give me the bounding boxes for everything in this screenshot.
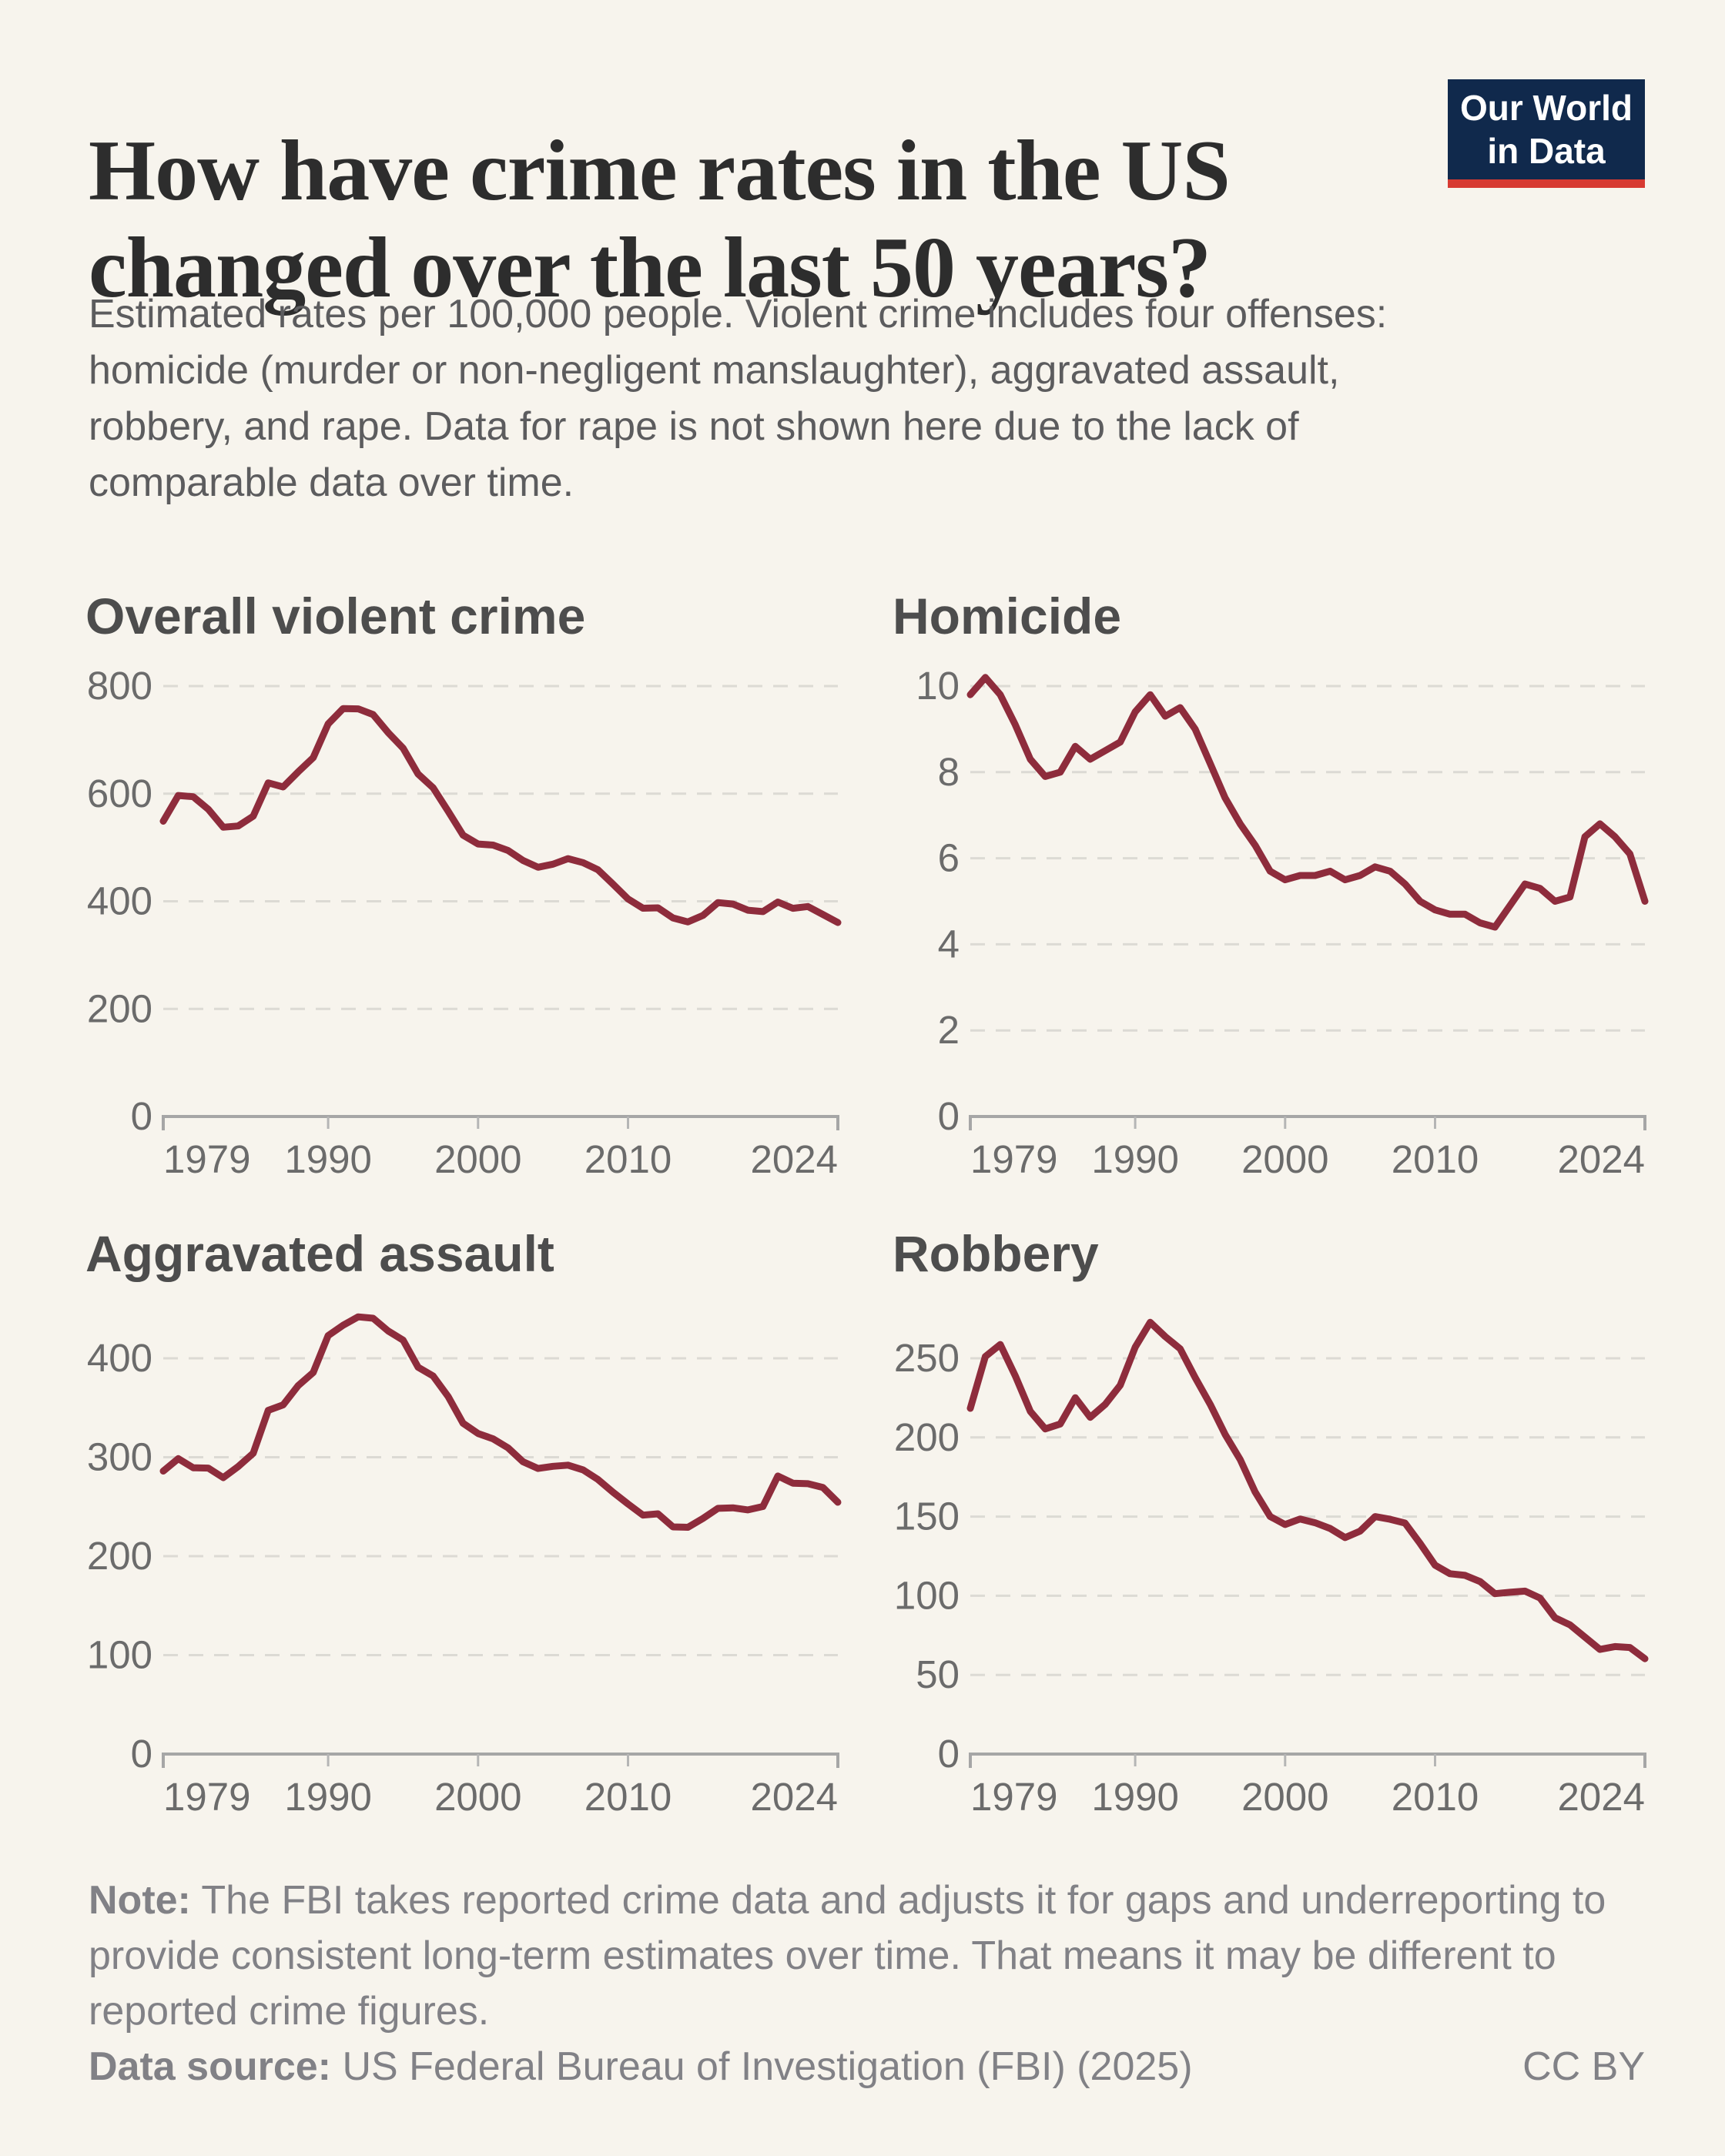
chart-title: Aggravated assault <box>85 1225 554 1282</box>
svg-text:400: 400 <box>87 879 152 923</box>
svg-text:8: 8 <box>938 750 960 794</box>
title-line-1: How have crime rates in the US <box>89 123 1231 219</box>
chart-title: Robbery <box>893 1225 1099 1282</box>
svg-text:2000: 2000 <box>1241 1137 1328 1181</box>
svg-text:50: 50 <box>916 1652 960 1696</box>
svg-text:1979: 1979 <box>970 1137 1057 1181</box>
svg-text:0: 0 <box>938 1094 960 1138</box>
svg-text:300: 300 <box>87 1435 152 1479</box>
svg-text:6: 6 <box>938 836 960 880</box>
license-badge: CC BY <box>1522 2044 1645 2089</box>
source-text: US Federal Bureau of Investigation (FBI)… <box>342 2044 1193 2089</box>
svg-text:800: 800 <box>87 664 152 708</box>
svg-text:2010: 2010 <box>584 1137 672 1181</box>
robbery-chart: 0 50 100 150 200 250 1979 1990 2000 2010 2024 <box>894 1318 1649 1819</box>
svg-text:0: 0 <box>131 1094 152 1138</box>
subtitle: Estimated rates per 100,000 people. Viol… <box>89 292 1388 505</box>
svg-text:400: 400 <box>87 1336 152 1380</box>
svg-text:250: 250 <box>894 1336 960 1380</box>
svg-text:200: 200 <box>87 986 152 1030</box>
title-line-2: changed over the last 50 years? <box>89 220 1211 316</box>
svg-text:100: 100 <box>87 1633 152 1677</box>
note-label: Note: <box>89 1878 191 1923</box>
owid-logo-line-2: in Data <box>1487 131 1606 171</box>
note-text: The FBI takes reported crime data and ad… <box>89 1878 1606 2034</box>
svg-text:2010: 2010 <box>584 1775 672 1819</box>
svg-text:2024: 2024 <box>751 1137 838 1181</box>
svg-text:2000: 2000 <box>434 1137 521 1181</box>
source-label: Data source: <box>89 2044 331 2089</box>
chart-aggravated-assault: Aggravated assault 0 100 200 300 400 1979 1990… <box>67 1227 874 1843</box>
chart-title: Overall violent crime <box>85 588 586 644</box>
svg-text:1990: 1990 <box>1091 1775 1178 1819</box>
svg-text:2024: 2024 <box>1558 1775 1645 1819</box>
page-title: How have crime rates in the US changed o… <box>89 122 1231 316</box>
chart-overall-violent-crime: Overall violent crime 0 200 400 600 800 1979 1… <box>67 589 874 1205</box>
svg-text:2000: 2000 <box>1241 1775 1328 1819</box>
svg-text:2024: 2024 <box>751 1775 838 1819</box>
svg-text:600: 600 <box>87 772 152 815</box>
owid-logo-line-1: Our World <box>1459 88 1633 128</box>
svg-text:4: 4 <box>938 922 960 966</box>
overall-violent-crime-chart: 0 200 400 600 800 1979 1990 2000 2010 2024 <box>87 664 842 1181</box>
svg-text:200: 200 <box>87 1534 152 1578</box>
svg-text:10: 10 <box>916 664 960 708</box>
chart-title: Homicide <box>893 588 1122 644</box>
svg-text:150: 150 <box>894 1495 960 1538</box>
svg-text:1979: 1979 <box>163 1775 250 1819</box>
svg-text:100: 100 <box>894 1573 960 1617</box>
svg-text:0: 0 <box>938 1732 960 1776</box>
chart-robbery: Robbery 0 50 100 150 200 250 1979 1990 2000 2010 2… <box>874 1227 1681 1843</box>
svg-text:1990: 1990 <box>284 1137 371 1181</box>
aggravated-assault-chart: 0 100 200 300 400 1979 1990 2000 2010 2024 <box>87 1313 842 1819</box>
footnote: Note: The FBI takes reported crime data … <box>89 1873 1702 2039</box>
svg-text:2010: 2010 <box>1392 1775 1479 1819</box>
svg-text:0: 0 <box>131 1732 152 1776</box>
source-row: Data source: US Federal Bureau of Invest… <box>89 2039 1645 2094</box>
svg-text:1979: 1979 <box>970 1775 1057 1819</box>
svg-text:200: 200 <box>894 1415 960 1459</box>
svg-text:2024: 2024 <box>1558 1137 1645 1181</box>
chart-homicide: Homicide 0 2 4 6 8 10 1979 1990 2000 2010 2024 <box>874 589 1681 1205</box>
svg-text:2000: 2000 <box>434 1775 521 1819</box>
svg-text:1979: 1979 <box>163 1137 250 1181</box>
owid-logo: Our World in Data <box>1448 79 1645 188</box>
owid-logo-stripe <box>1448 179 1645 188</box>
svg-text:1990: 1990 <box>284 1775 371 1819</box>
charts-grid: Overall violent crime 0 200 400 600 800 1979 1… <box>67 589 1681 1843</box>
owid-logo-box: Our World in Data <box>1448 79 1645 179</box>
data-source: Data source: US Federal Bureau of Invest… <box>89 2039 1193 2094</box>
svg-text:2: 2 <box>938 1008 960 1052</box>
homicide-chart: 0 2 4 6 8 10 1979 1990 2000 2010 2024 <box>916 664 1649 1181</box>
svg-text:2010: 2010 <box>1392 1137 1479 1181</box>
svg-text:1990: 1990 <box>1091 1137 1178 1181</box>
